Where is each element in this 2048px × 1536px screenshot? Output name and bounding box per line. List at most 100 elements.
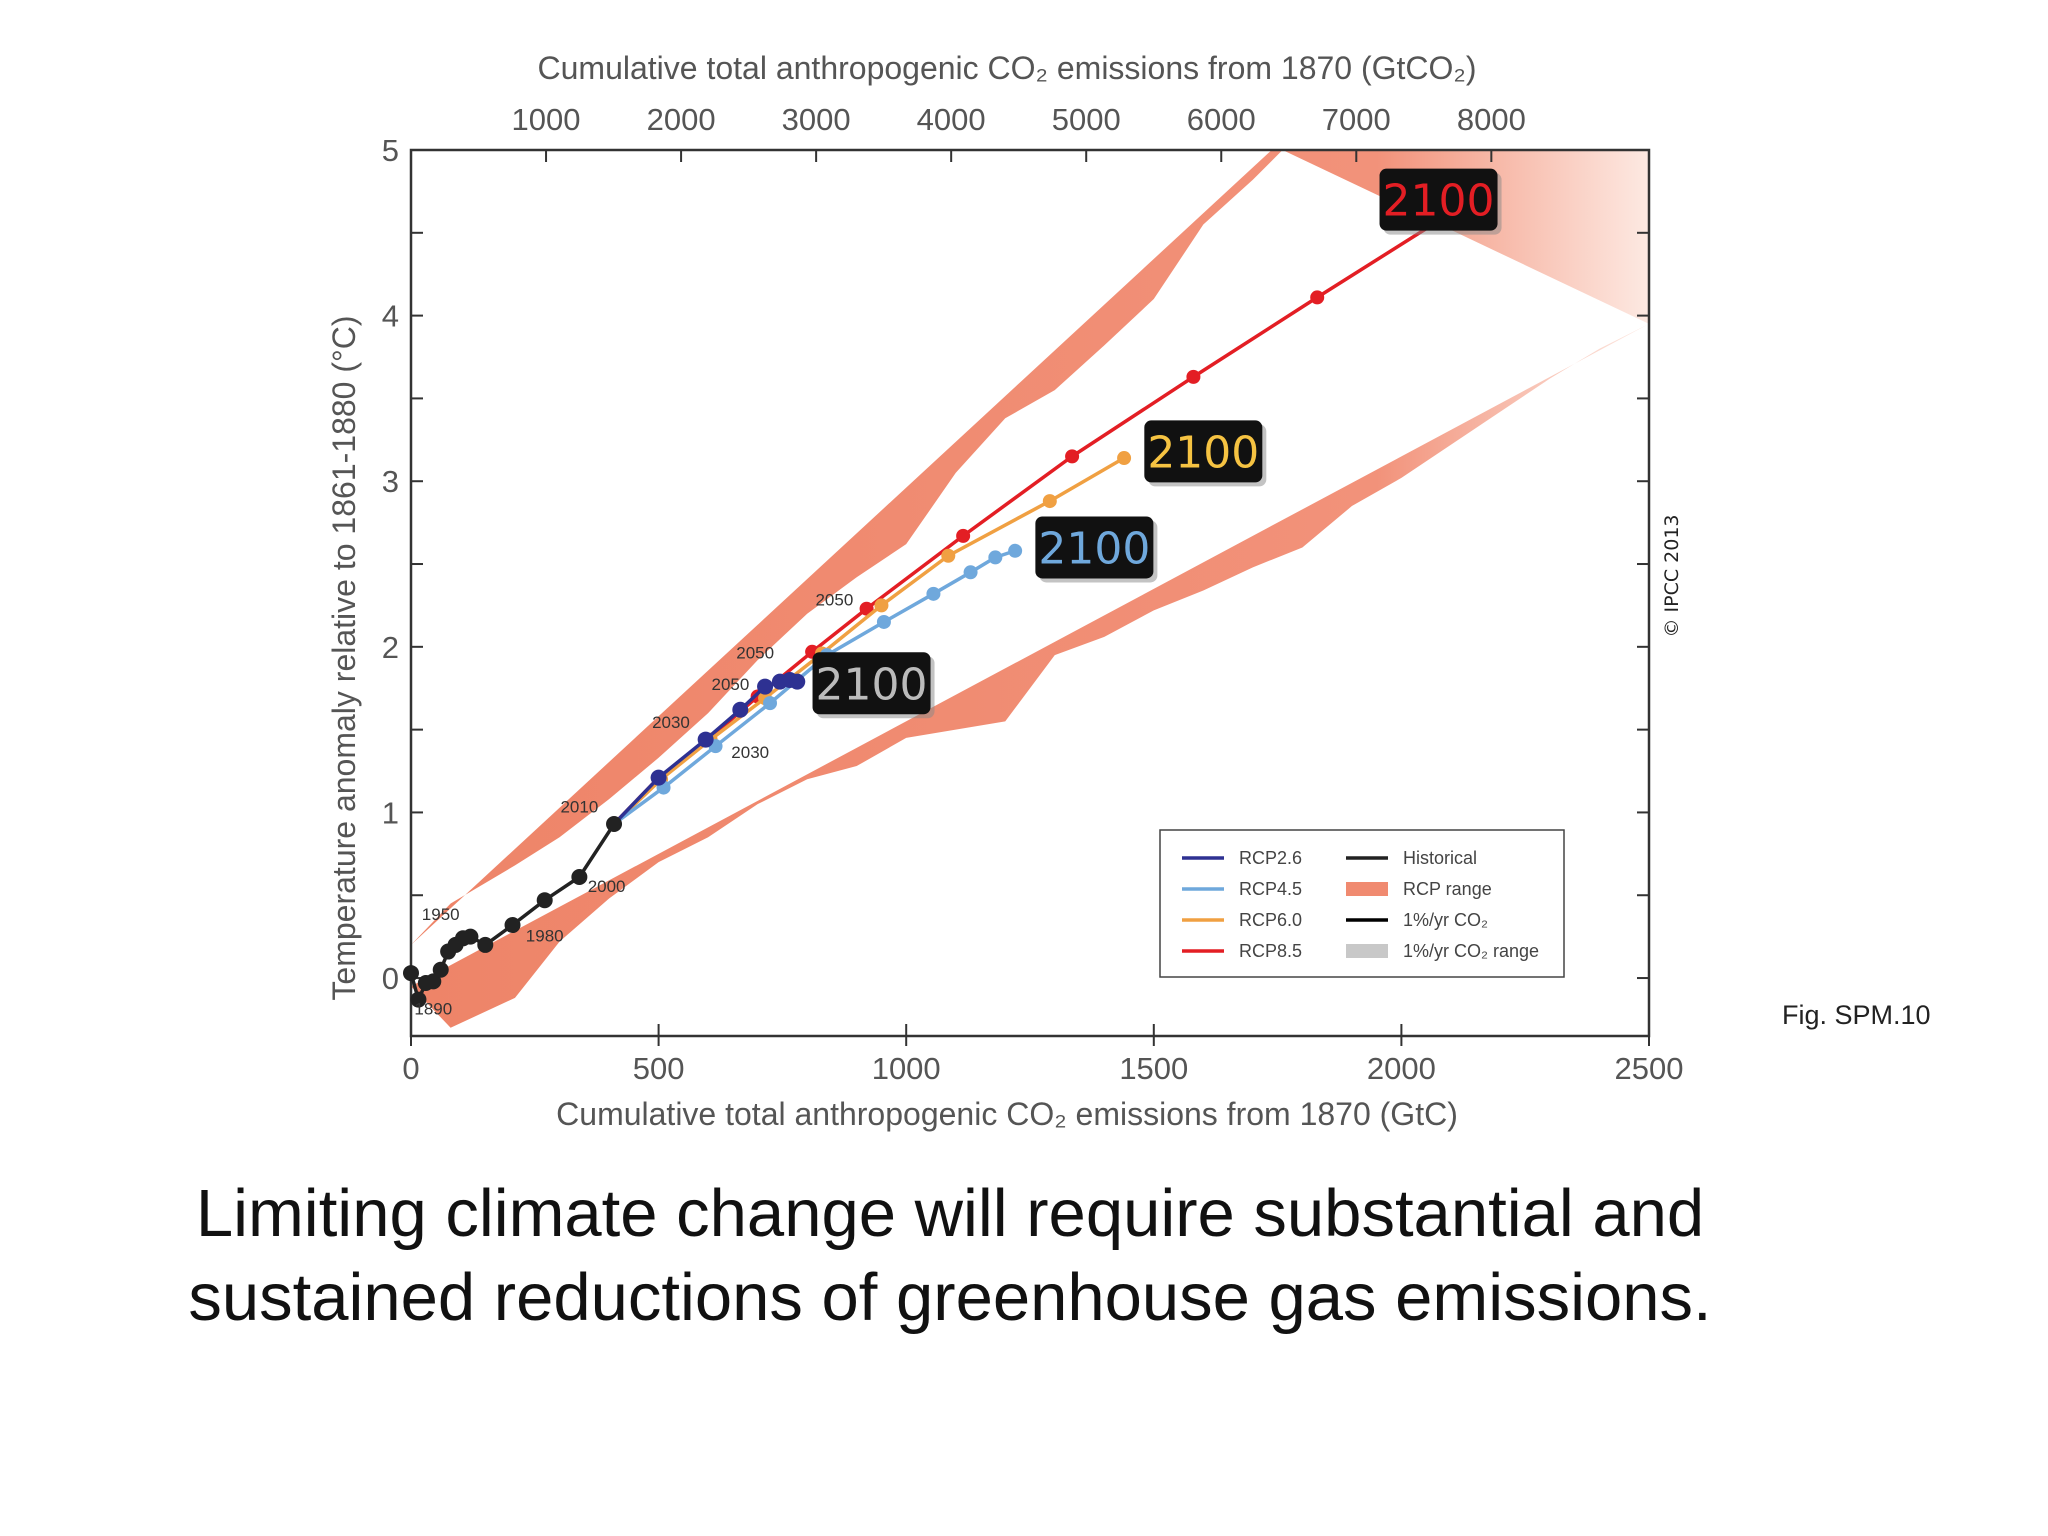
data-point-historical — [536, 892, 553, 909]
data-point-historical — [477, 936, 494, 953]
data-point-historical — [425, 973, 442, 990]
data-point-rcp2-6 — [757, 678, 774, 695]
caption-line-2: sustained reductions of greenhouse gas e… — [188, 1260, 1712, 1335]
year-label: 2050 — [815, 590, 853, 609]
data-point-rcp6-0 — [874, 598, 889, 613]
year-label: 2010 — [560, 797, 598, 816]
year-label: 2030 — [731, 743, 769, 762]
badge-text: 2100 — [816, 659, 928, 710]
top-x-tick-label: 3000 — [782, 102, 851, 137]
legend-label: 1%/yr CO₂ range — [1403, 941, 1539, 961]
year-label: 1950 — [422, 905, 460, 924]
slide-caption: Limiting climate change will require sub… — [150, 1172, 1750, 1340]
data-point-rcp8-5 — [1065, 449, 1080, 464]
y-tick-label: 2 — [382, 630, 399, 665]
badge-2100: 2100 — [1144, 420, 1267, 487]
legend: RCP2.6 Historical RCP4.5 RCP range RCP6.0 1%/… — [1159, 829, 1565, 978]
legend-label: RCP4.5 — [1239, 879, 1302, 899]
plot-frame — [409, 148, 1651, 1038]
top-x-tick-label: 6000 — [1187, 102, 1256, 137]
caption-line-1: Limiting climate change will require sub… — [195, 1176, 1705, 1251]
y-tick-label: 4 — [382, 299, 399, 334]
data-point-rcp8-5 — [859, 601, 874, 616]
y-axis-title: Temperature anomaly relative to 1861-188… — [326, 315, 362, 1000]
badge-layer: 2100 2100 2100 2100 — [812, 168, 1502, 719]
badge-text: 2100 — [1147, 427, 1259, 478]
data-point-historical — [504, 917, 521, 934]
data-point-rcp8-5 — [1310, 290, 1325, 305]
data-point-rcp6-0 — [1042, 494, 1057, 509]
legend-label: RCP range — [1403, 879, 1492, 899]
year-label: 2050 — [711, 675, 749, 694]
axes-frame — [409, 148, 1651, 1038]
copyright-notice: © IPCC 2013 — [1661, 514, 1683, 638]
x-tick-label: 1500 — [1119, 1051, 1188, 1086]
data-point-rcp2-6 — [697, 731, 714, 748]
data-point-historical — [403, 965, 419, 982]
data-point-rcp4-5 — [988, 550, 1003, 565]
year-label: 1890 — [414, 999, 452, 1018]
badge-2100: 2100 — [1035, 516, 1158, 583]
x-tick-label: 500 — [633, 1051, 685, 1086]
series-line-rcp6-0 — [612, 456, 1125, 826]
badge-box — [812, 652, 931, 715]
x-tick-label: 2000 — [1367, 1051, 1436, 1086]
data-point-rcp4-5 — [876, 614, 891, 629]
top-x-tick-label: 1000 — [512, 102, 581, 137]
year-label: 2030 — [652, 713, 690, 732]
x-tick-label: 1000 — [872, 1051, 941, 1086]
top-x-tick-label: 4000 — [917, 102, 986, 137]
data-point-rcp4-5 — [763, 696, 778, 711]
range-layer — [411, 150, 1649, 1028]
data-point-rcp8-5 — [1186, 369, 1201, 384]
badge-2100: 2100 — [812, 652, 935, 719]
top-x-axis-title: Cumulative total anthropogenic CO₂ emiss… — [538, 50, 1477, 86]
tick-layer: 0 500 1000 1500 2000 2500 1000 2000 3000 4000 5000… — [382, 102, 1684, 1086]
rcp-range-band-0 — [411, 150, 1649, 1028]
y-tick-label: 1 — [382, 795, 399, 830]
legend-swatch — [1346, 944, 1388, 958]
legend-label: RCP8.5 — [1239, 941, 1302, 961]
year-label: 2000 — [588, 877, 626, 896]
top-x-tick-label: 5000 — [1052, 102, 1121, 137]
year-label-layer: 1890 1950 1980 2000 2010 2030 2030 2050 2050 2050 — [414, 590, 853, 1018]
data-point-rcp8-5 — [956, 528, 971, 543]
figure-reference: Fig. SPM.10 — [1782, 1000, 1931, 1030]
year-label: 1980 — [526, 927, 564, 946]
y-tick-label: 0 — [382, 961, 399, 996]
badge-box — [1035, 516, 1154, 579]
series-line-rcp4-5 — [612, 549, 1016, 826]
badge-text: 2100 — [1038, 523, 1150, 574]
badge-2100: 2100 — [1379, 168, 1502, 235]
badge-box — [1379, 168, 1498, 231]
x-axis-title: Cumulative total anthropogenic CO₂ emiss… — [556, 1096, 1458, 1132]
data-point-rcp6-0 — [941, 548, 956, 563]
y-tick-label: 5 — [382, 133, 399, 168]
data-point-historical — [606, 816, 623, 833]
legend-label: RCP2.6 — [1239, 848, 1302, 868]
legend-label: RCP6.0 — [1239, 910, 1302, 930]
data-point-rcp2-6 — [650, 769, 667, 786]
top-x-tick-label: 7000 — [1322, 102, 1391, 137]
x-tick-label: 2500 — [1615, 1051, 1684, 1086]
legend-label: Historical — [1403, 848, 1477, 868]
top-x-tick-label: 8000 — [1457, 102, 1526, 137]
x-tick-label: 0 — [402, 1051, 419, 1086]
y-tick-label: 3 — [382, 464, 399, 499]
year-label: 2050 — [736, 643, 774, 662]
legend-swatch — [1346, 882, 1388, 896]
data-point-rcp4-5 — [963, 565, 978, 580]
top-x-tick-label: 2000 — [647, 102, 716, 137]
data-point-rcp6-0 — [1117, 451, 1132, 466]
badge-text: 2100 — [1383, 176, 1495, 227]
data-point-historical — [432, 961, 449, 978]
data-point-historical — [410, 991, 427, 1008]
data-point-rcp4-5 — [926, 586, 941, 601]
data-point-rcp2-6 — [789, 673, 806, 690]
data-point-historical — [462, 928, 479, 945]
data-point-historical — [571, 869, 588, 886]
badge-box — [1144, 420, 1263, 483]
data-point-rcp2-6 — [732, 701, 749, 718]
